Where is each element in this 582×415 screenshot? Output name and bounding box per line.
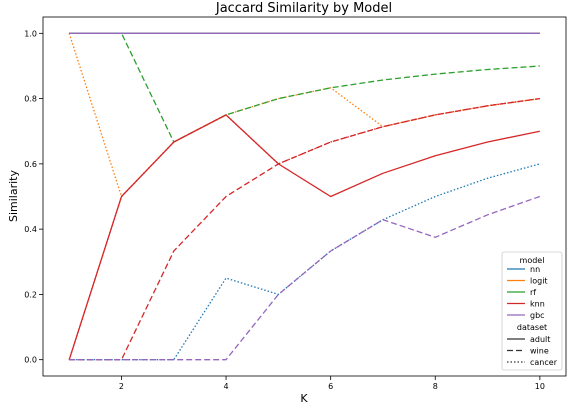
legend-label-knn: knn bbox=[530, 300, 545, 309]
legend-label-adult: adult bbox=[530, 335, 550, 344]
chart-title: Jaccard Similarity by Model bbox=[215, 1, 392, 16]
series-line-nn-cancer bbox=[69, 163, 540, 361]
series-line-knn-wine bbox=[69, 97, 540, 361]
series-line-gbc-wine bbox=[69, 195, 541, 361]
x-tick-label: 6 bbox=[328, 382, 333, 391]
legend-datasets: adult wine cancer bbox=[507, 335, 558, 367]
x-tick-label: 8 bbox=[433, 382, 438, 391]
legend-label-cancer: cancer bbox=[530, 358, 558, 367]
legend: model nn logit rf knn gbc dataset adult wine c… bbox=[501, 251, 563, 371]
legend-label-nn: nn bbox=[530, 265, 540, 274]
series-line-knn-adult bbox=[68, 114, 540, 360]
x-tick-label: 10 bbox=[535, 382, 545, 391]
legend-hue-title: model bbox=[520, 256, 545, 265]
legend-label-rf: rf bbox=[530, 288, 536, 297]
x-tick-label: 4 bbox=[224, 382, 229, 391]
plot-frame bbox=[42, 16, 567, 377]
y-axis-ticks: 0.0 0.2 0.4 0.6 0.8 1.0 bbox=[24, 29, 43, 365]
legend-label-logit: logit bbox=[530, 277, 548, 286]
y-tick-label: 0.4 bbox=[24, 225, 37, 234]
legend-label-gbc: gbc bbox=[530, 311, 545, 320]
legend-models: nn logit rf knn gbc bbox=[507, 265, 548, 320]
y-tick-label: 0.8 bbox=[24, 95, 37, 104]
y-tick-label: 0.2 bbox=[24, 290, 37, 299]
x-tick-label: 2 bbox=[119, 382, 124, 391]
y-tick-label: 0.6 bbox=[24, 160, 37, 169]
series-line-logit-cancer bbox=[68, 33, 540, 198]
legend-label-wine: wine bbox=[530, 347, 549, 356]
y-axis-title: Similarity bbox=[7, 170, 20, 222]
x-axis-title: K bbox=[300, 392, 308, 405]
y-tick-label: 0.0 bbox=[24, 356, 37, 365]
x-axis-ticks: 2 4 6 8 10 bbox=[119, 376, 545, 391]
legend-box bbox=[501, 251, 563, 371]
legend-style-title: dataset bbox=[517, 323, 547, 332]
plot-lines bbox=[68, 32, 541, 361]
y-tick-label: 1.0 bbox=[24, 29, 37, 38]
series-line-rf-wine bbox=[69, 32, 540, 143]
